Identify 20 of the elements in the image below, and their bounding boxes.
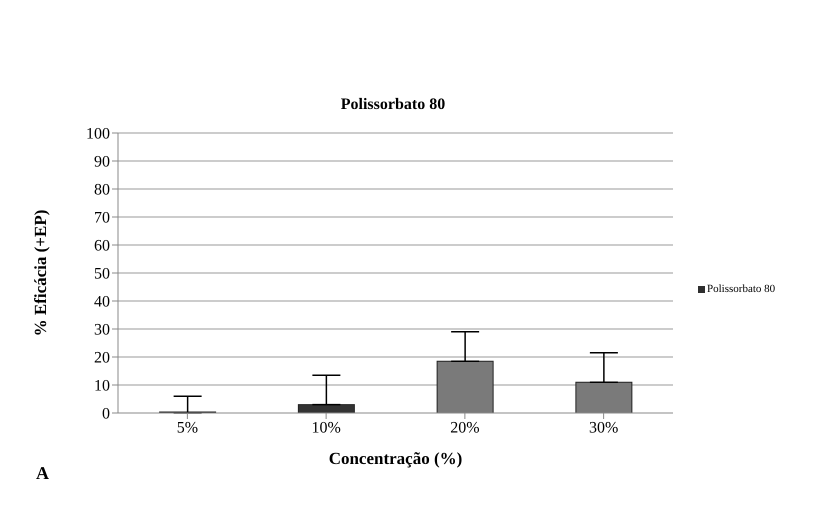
text: A [36, 463, 49, 484]
y-tick-label: 30 [94, 322, 110, 339]
x-tick-label: 30% [588, 419, 618, 436]
x-tick-label: 10% [311, 419, 341, 436]
legend-label: Polissorbato 80 [706, 283, 776, 295]
y-tick-label: 0 [102, 406, 110, 423]
y-tick-label: 40 [94, 294, 110, 311]
chart-title: Polissorbato 80 [340, 96, 446, 114]
y-axis-title: % Eficácia (+EP) [31, 210, 50, 336]
y-tick-label: 20 [94, 350, 110, 367]
y-tick-label: 60 [94, 238, 110, 255]
y-tick-label: 90 [94, 154, 110, 171]
y-tick-label: 80 [94, 182, 110, 199]
y-tick-label: 70 [94, 210, 110, 227]
y-tick-label: 10 [94, 378, 110, 395]
x-tick-label: 20% [450, 419, 480, 436]
x-axis-title: Concentração (%) [328, 449, 462, 468]
x-tick-label: 5% [176, 419, 198, 436]
y-tick-label: 100 [86, 126, 110, 143]
y-tick-label: 50 [94, 266, 110, 283]
